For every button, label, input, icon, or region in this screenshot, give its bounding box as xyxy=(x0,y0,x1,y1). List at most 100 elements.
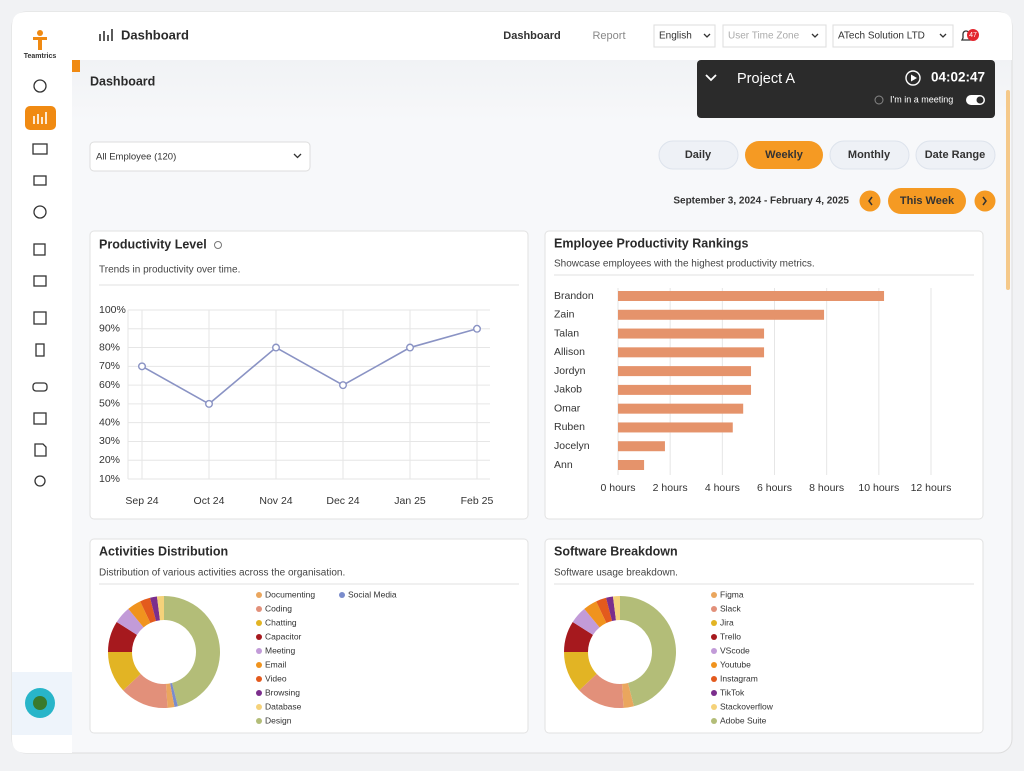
legend-swatch xyxy=(711,718,717,724)
sidebar-icons[interactable] xyxy=(32,79,48,487)
period-button[interactable] xyxy=(829,140,910,170)
nav-active[interactable] xyxy=(25,106,56,130)
panel xyxy=(89,230,529,520)
legend-swatch xyxy=(256,620,262,626)
employee-select[interactable] xyxy=(89,141,311,172)
donut-slice xyxy=(156,596,164,621)
legend-label: Chatting xyxy=(265,617,297,627)
y-tick-label: 90% xyxy=(99,323,120,335)
nav-link[interactable]: Dashboard xyxy=(503,30,560,42)
y-tick-label: 20% xyxy=(99,454,120,466)
panel xyxy=(544,230,984,520)
legend-label: Stackoverflow xyxy=(720,701,774,711)
legend-swatch xyxy=(339,592,345,598)
company-select[interactable] xyxy=(832,24,954,48)
bar xyxy=(618,366,752,377)
header xyxy=(72,12,1012,60)
x-tick-label: Nov 24 xyxy=(259,495,292,507)
header-title: Dashboard xyxy=(121,27,189,42)
donut-slice xyxy=(606,596,616,622)
bar xyxy=(618,384,752,395)
period-label: Weekly xyxy=(765,149,804,161)
legend-label: Database xyxy=(265,701,302,711)
y-tick-label: 60% xyxy=(99,379,120,391)
legend-swatch xyxy=(256,718,262,724)
y-tick-label: Brandon xyxy=(554,290,594,302)
legend-swatch xyxy=(256,634,262,640)
donut-slice xyxy=(166,683,175,708)
y-tick-label: Ann xyxy=(554,459,573,471)
line xyxy=(141,328,478,405)
nav-link[interactable]: Report xyxy=(592,30,625,42)
y-tick-label: 100% xyxy=(99,304,126,316)
y-tick-label: Zain xyxy=(554,309,575,321)
chart-title: Software Breakdown xyxy=(554,544,678,558)
x-tick-label: Jan 25 xyxy=(394,495,426,507)
legend-swatch xyxy=(711,606,717,612)
chart-title: Productivity Level xyxy=(99,237,207,251)
legend-swatch xyxy=(256,606,262,612)
chart-title: Activities Distribution xyxy=(99,544,228,558)
legend-label: VScode xyxy=(720,645,750,655)
badge-count: 47 xyxy=(969,32,977,39)
y-tick-label: 80% xyxy=(99,341,120,353)
period-button[interactable] xyxy=(658,140,739,170)
timezone-select[interactable] xyxy=(722,24,827,48)
x-tick-label: Feb 25 xyxy=(461,495,494,507)
this-week: This Week xyxy=(900,195,955,207)
scrollbar[interactable] xyxy=(1006,90,1010,290)
page-title: Dashboard xyxy=(90,74,155,88)
x-tick-label: 8 hours xyxy=(809,482,844,494)
y-tick-label: 70% xyxy=(99,360,120,372)
x-tick-label: 2 hours xyxy=(653,482,688,494)
toggle-knob xyxy=(976,96,984,104)
prev-arrow xyxy=(868,196,873,206)
legend-label: Youtube xyxy=(720,659,751,669)
bar xyxy=(618,291,885,301)
legend-label: Browsing xyxy=(265,687,300,697)
timezone: User Time Zone xyxy=(728,31,800,42)
period-button-active[interactable] xyxy=(745,141,823,169)
info-icon[interactable] xyxy=(214,241,222,249)
legend-swatch xyxy=(256,592,262,598)
donut-slice xyxy=(572,608,600,635)
legend-swatch xyxy=(711,676,717,682)
next-arrow xyxy=(982,196,987,206)
donut-slice xyxy=(579,673,624,709)
donut-slice xyxy=(123,673,168,708)
play-icon xyxy=(911,74,917,82)
x-tick-label: 10 hours xyxy=(858,482,899,494)
legend-label: Documenting xyxy=(265,589,315,599)
donut-slice xyxy=(150,596,160,622)
donut-slice xyxy=(564,652,597,691)
language-select[interactable] xyxy=(653,24,716,48)
legend-swatch xyxy=(711,690,717,696)
donut-slice xyxy=(564,621,593,652)
play-button[interactable] xyxy=(905,70,921,86)
chart-title: Employee Productivity Rankings xyxy=(554,236,749,250)
language: English xyxy=(659,31,692,42)
legend-label: TikTok xyxy=(720,687,745,697)
prev-button[interactable] xyxy=(859,190,881,212)
bar xyxy=(618,441,665,452)
period-label: Daily xyxy=(685,149,712,161)
bar xyxy=(618,460,645,470)
bar xyxy=(618,328,765,339)
timer-collapse[interactable] xyxy=(705,74,717,82)
y-tick-label: Omar xyxy=(554,402,581,414)
next-button[interactable] xyxy=(974,190,996,212)
y-tick-label: Jocelyn xyxy=(554,440,590,452)
legend-swatch xyxy=(711,592,717,598)
logo xyxy=(33,30,47,50)
x-tick-label: Oct 24 xyxy=(194,495,225,507)
this-week-button[interactable] xyxy=(888,188,966,214)
period-button[interactable] xyxy=(915,140,996,170)
chart-subtitle: Showcase employees with the highest prod… xyxy=(554,259,815,270)
donut-slice xyxy=(116,608,144,635)
date-range: September 3, 2024 - February 4, 2025 xyxy=(673,196,849,207)
y-tick-label: 50% xyxy=(99,398,120,410)
legend-label: Jira xyxy=(720,617,734,627)
legend-label: Coding xyxy=(265,603,292,613)
point xyxy=(137,362,146,371)
y-tick-label: Ruben xyxy=(554,421,585,433)
